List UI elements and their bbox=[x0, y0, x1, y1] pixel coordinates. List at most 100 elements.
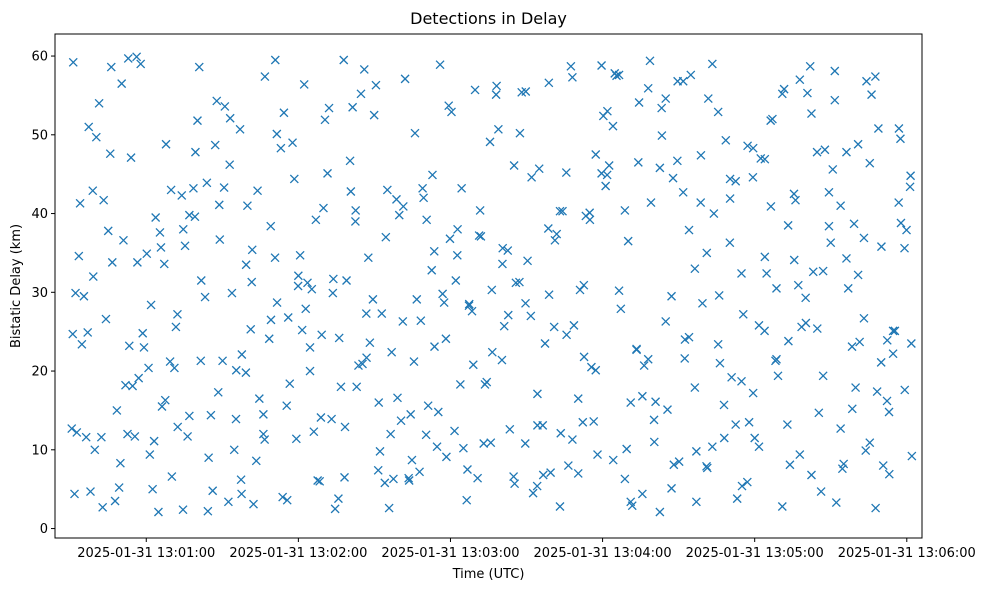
data-point-marker bbox=[802, 88, 812, 98]
data-point-marker bbox=[540, 339, 550, 348]
data-point-marker bbox=[348, 102, 358, 112]
data-point-marker bbox=[231, 414, 241, 424]
data-point-marker bbox=[173, 422, 183, 432]
data-point-marker bbox=[316, 413, 326, 422]
data-point-marker bbox=[242, 201, 252, 211]
data-point-marker bbox=[84, 122, 94, 132]
data-point-marker bbox=[841, 253, 851, 263]
data-point-marker bbox=[184, 210, 194, 220]
data-point-marker bbox=[575, 285, 585, 295]
data-point-marker bbox=[340, 422, 350, 432]
data-point-marker bbox=[177, 190, 187, 200]
data-point-marker bbox=[861, 446, 871, 456]
data-point-marker bbox=[882, 396, 892, 406]
data-point-marker bbox=[320, 115, 330, 125]
data-point-marker bbox=[328, 288, 338, 298]
data-point-marker bbox=[208, 486, 218, 496]
data-point-marker bbox=[601, 181, 611, 191]
data-point-marker bbox=[369, 110, 379, 120]
data-point-marker bbox=[328, 274, 338, 284]
data-point-marker bbox=[470, 85, 480, 95]
data-point-marker bbox=[767, 114, 777, 124]
data-point-marker bbox=[427, 265, 437, 275]
data-point-marker bbox=[808, 267, 818, 277]
data-point-marker bbox=[165, 357, 175, 367]
data-point-marker bbox=[550, 235, 560, 245]
data-point-marker bbox=[237, 489, 247, 499]
data-point-marker bbox=[142, 249, 152, 259]
data-point-marker bbox=[317, 330, 327, 340]
data-point-marker bbox=[202, 178, 212, 188]
chart-title: Detections in Delay bbox=[410, 9, 567, 28]
data-point-marker bbox=[862, 76, 871, 86]
data-point-marker bbox=[303, 278, 312, 288]
data-point-marker bbox=[556, 428, 566, 438]
data-point-marker bbox=[793, 280, 803, 290]
data-point-marker bbox=[579, 280, 589, 290]
data-point-marker bbox=[668, 173, 678, 183]
data-point-marker bbox=[888, 326, 898, 336]
data-point-marker bbox=[680, 335, 690, 345]
data-point-marker bbox=[429, 246, 439, 256]
data-point-marker bbox=[614, 286, 624, 296]
data-point-marker bbox=[637, 391, 647, 401]
data-point-marker bbox=[86, 487, 95, 496]
x-axis-label: Time (UTC) bbox=[452, 567, 525, 582]
data-point-marker bbox=[362, 353, 372, 363]
data-point-marker bbox=[555, 502, 565, 511]
data-point-marker bbox=[247, 277, 257, 287]
data-point-marker bbox=[743, 141, 753, 151]
data-point-marker bbox=[707, 59, 717, 69]
data-point-marker bbox=[544, 290, 554, 300]
data-point-marker bbox=[106, 62, 116, 72]
data-point-marker bbox=[475, 205, 485, 215]
data-point-marker bbox=[805, 61, 815, 71]
data-point-marker bbox=[725, 174, 735, 184]
data-point-marker bbox=[118, 235, 128, 245]
data-point-marker bbox=[627, 501, 637, 511]
data-point-marker bbox=[219, 183, 229, 193]
data-point-marker bbox=[639, 361, 649, 370]
data-point-marker bbox=[319, 203, 328, 213]
data-point-marker bbox=[830, 66, 840, 76]
data-point-marker bbox=[894, 124, 904, 133]
data-point-marker bbox=[561, 168, 571, 178]
data-point-marker bbox=[229, 445, 239, 455]
data-point-marker bbox=[826, 238, 836, 248]
data-point-marker bbox=[657, 103, 667, 113]
data-point-marker bbox=[352, 382, 362, 392]
data-point-marker bbox=[779, 84, 789, 94]
data-point-marker bbox=[428, 170, 437, 180]
data-point-marker bbox=[884, 407, 894, 417]
data-point-marker bbox=[737, 268, 746, 278]
data-point-marker bbox=[667, 291, 676, 301]
data-point-marker bbox=[546, 468, 556, 478]
data-point-marker bbox=[534, 164, 544, 174]
data-point-marker bbox=[183, 431, 193, 441]
data-point-marker bbox=[795, 450, 805, 459]
data-point-marker bbox=[707, 442, 717, 452]
data-point-marker bbox=[865, 438, 875, 448]
y-tick-label: 30 bbox=[31, 286, 48, 301]
data-point-marker bbox=[713, 339, 723, 349]
data-point-marker bbox=[867, 90, 877, 100]
data-point-marker bbox=[297, 325, 307, 335]
data-point-marker bbox=[503, 246, 513, 256]
data-point-marker bbox=[882, 335, 892, 345]
data-point-marker bbox=[377, 309, 387, 319]
data-point-marker bbox=[365, 338, 375, 348]
data-point-marker bbox=[890, 326, 900, 336]
data-point-marker bbox=[839, 459, 849, 469]
data-point-marker bbox=[777, 89, 787, 99]
data-point-marker bbox=[663, 405, 672, 415]
data-point-marker bbox=[715, 358, 725, 368]
data-point-marker bbox=[873, 124, 883, 133]
data-point-marker bbox=[870, 72, 880, 81]
x-tick-label: 2025-01-31 13:05:00 bbox=[686, 546, 824, 561]
data-point-marker bbox=[98, 502, 108, 512]
data-point-marker bbox=[702, 248, 712, 258]
data-point-marker bbox=[633, 157, 643, 167]
data-point-marker bbox=[725, 194, 735, 204]
data-point-marker bbox=[586, 362, 596, 372]
